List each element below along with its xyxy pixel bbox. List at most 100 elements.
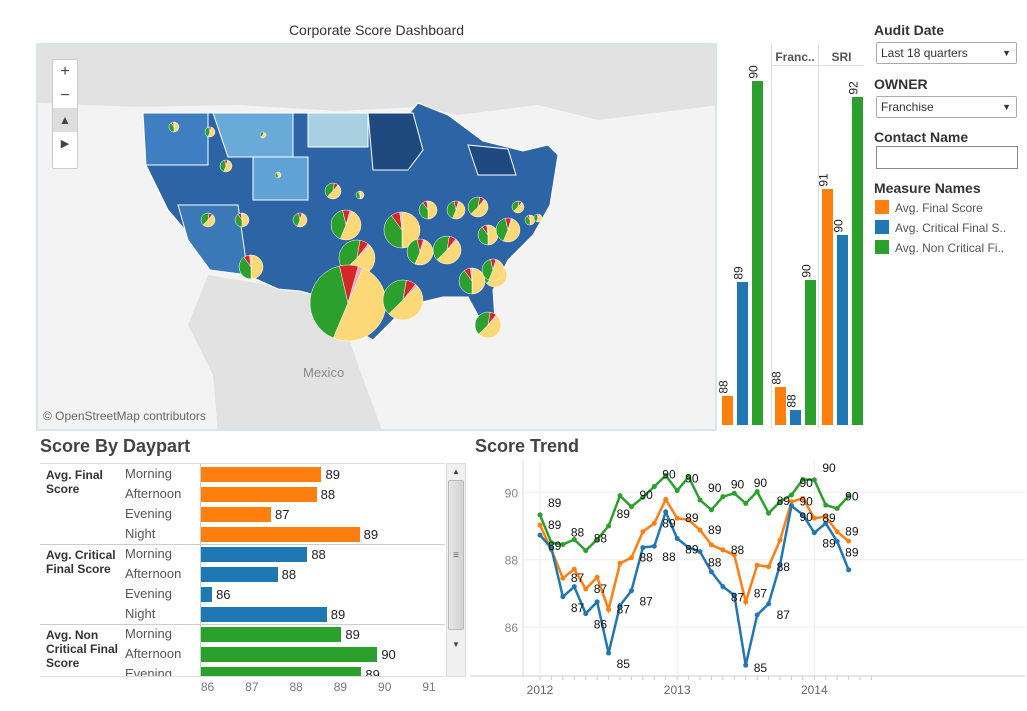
data-label: 89 xyxy=(617,507,631,521)
axis-tick: 89 xyxy=(333,680,348,694)
pie-slice xyxy=(388,285,424,321)
data-label: 88 xyxy=(708,556,722,570)
data-point xyxy=(663,509,669,515)
pie-slice xyxy=(529,214,531,221)
daypart-value: 87 xyxy=(274,507,290,522)
data-point xyxy=(583,548,589,554)
legend-item-final[interactable]: Avg. Final Score xyxy=(875,198,983,218)
axis-line xyxy=(200,464,201,676)
owner-bar[interactable] xyxy=(837,234,848,425)
data-label: 89 xyxy=(822,511,836,525)
state-wyoming xyxy=(252,156,309,201)
daypart-bar[interactable] xyxy=(201,527,360,542)
state-minnesota xyxy=(367,112,424,171)
pie-slice xyxy=(470,267,473,282)
data-point xyxy=(811,477,817,483)
data-point xyxy=(743,662,749,668)
pie-slice xyxy=(436,239,462,265)
owner-bar[interactable] xyxy=(752,81,763,425)
pin-icon[interactable]: ▲ xyxy=(53,108,77,132)
scroll-thumb[interactable]: ≡ xyxy=(448,480,464,630)
owner-bar-label: 90 xyxy=(799,264,814,278)
swatch-icon xyxy=(875,200,889,214)
daypart-bar[interactable] xyxy=(201,507,271,522)
daypart-bar[interactable] xyxy=(201,547,308,562)
zoom-out-button[interactable]: − xyxy=(60,87,70,104)
owner-bar[interactable] xyxy=(775,386,786,425)
pie-mark xyxy=(533,213,543,223)
scroll-down-icon[interactable]: ▼ xyxy=(452,640,460,649)
us-map[interactable] xyxy=(38,45,717,431)
data-label: 87 xyxy=(571,571,585,585)
play-icon[interactable]: ▶ xyxy=(60,138,70,150)
daypart-value: 89 xyxy=(325,467,340,482)
data-point xyxy=(663,472,669,478)
zoom-in-button[interactable]: + xyxy=(60,63,70,80)
daypart-bar[interactable] xyxy=(201,567,278,582)
legend-item-critical[interactable]: Avg. Critical Final S.. xyxy=(875,218,1006,238)
data-point xyxy=(686,474,692,480)
map-attribution[interactable]: © OpenStreetMap contributors xyxy=(43,409,206,423)
pie-mark xyxy=(355,190,365,200)
pie-slice xyxy=(173,121,180,133)
data-point xyxy=(571,566,577,572)
scroll-up-icon[interactable]: ▲ xyxy=(452,467,460,476)
owner-pane: 88 89 90 xyxy=(717,44,771,428)
owner-label: OWNER xyxy=(874,76,928,92)
daypart-label: Evening xyxy=(125,586,172,601)
data-point xyxy=(800,512,806,518)
owner-bar[interactable] xyxy=(737,281,748,425)
pie-mark xyxy=(495,217,521,243)
data-label: 87 xyxy=(594,582,608,596)
pie-slice xyxy=(488,259,505,282)
owner-bar[interactable] xyxy=(790,409,801,425)
pie-slice xyxy=(207,214,214,221)
owner-bar-label: 88 xyxy=(784,394,799,408)
pie-slice xyxy=(277,171,282,179)
data-point xyxy=(663,496,669,502)
daypart-bar[interactable] xyxy=(201,467,322,482)
data-point xyxy=(766,510,772,516)
data-label: 89 xyxy=(548,518,562,532)
daypart-bar[interactable] xyxy=(201,667,362,676)
pie-mark xyxy=(219,159,233,173)
owner-bar[interactable] xyxy=(822,188,833,425)
pane-header: SRI xyxy=(819,44,864,66)
series-line xyxy=(539,503,850,666)
daypart-bar[interactable] xyxy=(201,487,317,502)
owner-value: Franchise xyxy=(881,100,934,114)
state-arizona xyxy=(177,204,249,276)
owner-bar[interactable] xyxy=(805,280,816,425)
canada-land xyxy=(38,45,715,120)
owner-bar[interactable] xyxy=(852,97,863,425)
owner-select[interactable]: Franchise ▼ xyxy=(876,96,1017,118)
pie-slice xyxy=(209,126,213,133)
measure-group-label: Avg. Final Score xyxy=(46,468,103,496)
daypart-label: Afternoon xyxy=(125,646,182,661)
daypart-value: 89 xyxy=(365,667,380,677)
pie-slice xyxy=(240,212,243,221)
pie-mark xyxy=(204,126,216,138)
daypart-bar[interactable] xyxy=(201,627,342,642)
audit-date-select[interactable]: Last 18 quarters ▼ xyxy=(876,42,1017,64)
pie-mark xyxy=(418,200,438,220)
pie-slice xyxy=(401,211,421,249)
daypart-label: Afternoon xyxy=(125,486,182,501)
daypart-bar[interactable] xyxy=(201,607,327,622)
legend-title: Measure Names xyxy=(874,180,981,196)
data-point xyxy=(537,512,543,518)
daypart-bar[interactable] xyxy=(201,587,213,602)
data-label: 88 xyxy=(594,532,608,546)
owner-bar[interactable] xyxy=(722,396,733,425)
data-point xyxy=(606,523,612,529)
map-view[interactable]: + − ▲ ▶ Mexico © OpenStreetMap contribut… xyxy=(36,43,717,431)
daypart-scrollbar[interactable]: ▲ ≡ ▼ xyxy=(446,463,466,677)
legend-item-noncritical[interactable]: Avg. Non Critical Fi.. xyxy=(875,238,1004,258)
pie-slice xyxy=(477,198,486,208)
data-label: 89 xyxy=(777,494,791,508)
axis-tick: 87 xyxy=(245,680,259,694)
pie-slice xyxy=(207,127,216,138)
daypart-bar[interactable] xyxy=(201,647,378,662)
contact-name-input[interactable] xyxy=(876,146,1018,169)
data-point xyxy=(731,592,737,598)
